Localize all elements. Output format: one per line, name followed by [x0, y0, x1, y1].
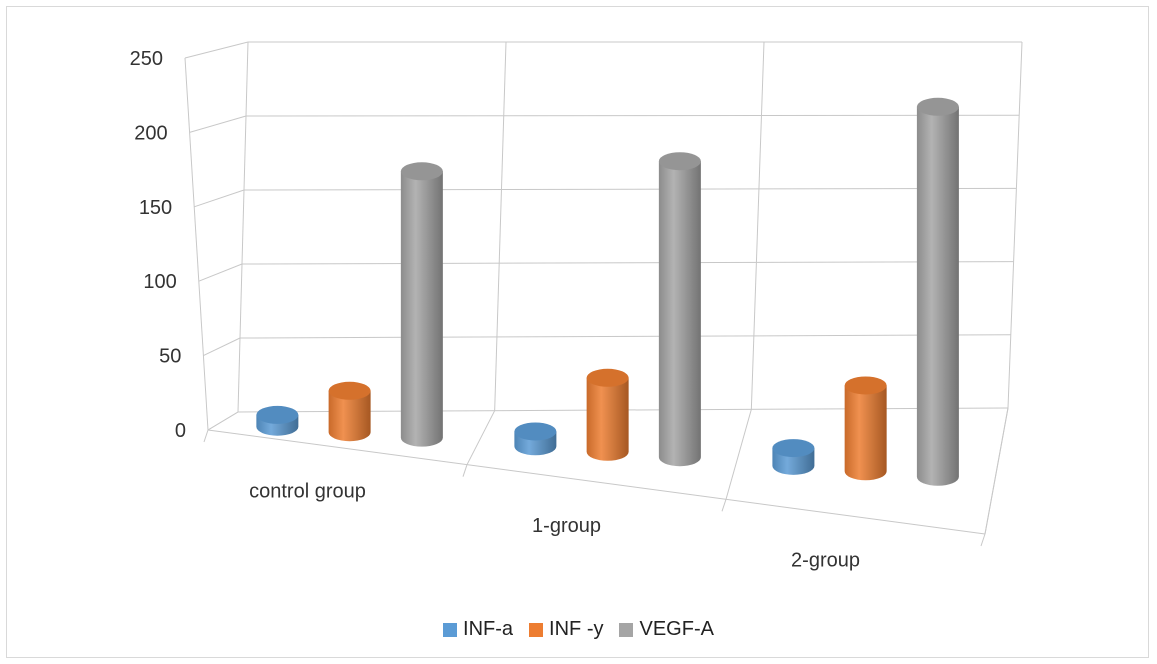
back-gridline	[239, 334, 1011, 339]
x-tick-label: control group	[249, 480, 366, 502]
bar-vegf-a-2	[916, 106, 959, 486]
bar-vegf-a-0	[400, 171, 443, 447]
side-gridline	[194, 189, 245, 208]
legend-label-inf-a: INF-a	[463, 618, 514, 640]
bar-top-vegf-a-2	[916, 97, 959, 116]
x-tick	[203, 429, 209, 443]
bar-top-inf-a-2	[772, 439, 815, 458]
back-gridline	[241, 261, 1014, 265]
floor-divider	[725, 409, 752, 500]
x-tick	[721, 499, 727, 512]
bar-top-vegf-a-1	[658, 152, 701, 171]
x-tick	[980, 533, 986, 547]
y-tick-label: 100	[143, 271, 176, 293]
y-tick-label: 250	[130, 48, 163, 70]
y-tick-label: 0	[175, 420, 186, 442]
back-vertical-line	[750, 41, 765, 410]
back-gridline	[243, 187, 1017, 191]
floor-divider	[466, 410, 496, 465]
x-tick-label: 2-group	[791, 550, 860, 572]
bar-top-vegf-a-0	[400, 162, 443, 181]
legend-item-inf-y: INF -y	[529, 618, 603, 641]
bar-top-inf-y-2	[844, 376, 887, 395]
bar-top-inf-y-0	[328, 381, 371, 400]
bar-top-inf-a-0	[256, 405, 299, 424]
legend-swatch-inf-y	[529, 622, 544, 637]
bar-vegf-a-1	[658, 161, 701, 467]
bar-top-inf-a-1	[514, 422, 557, 441]
legend-label-inf-y: INF -y	[549, 618, 604, 640]
bar-inf-y-2	[844, 385, 887, 481]
bar-inf-y-0	[328, 390, 371, 442]
floor-divider	[984, 407, 1009, 535]
x-tick	[462, 464, 468, 477]
bar-inf-y-1	[586, 377, 629, 461]
legend-label-vegf-a: VEGF-A	[639, 618, 714, 640]
x-tick-label: 1-group	[532, 515, 601, 537]
back-vertical-line	[1007, 41, 1023, 409]
side-gridline	[198, 263, 243, 282]
back-vertical-line	[237, 41, 249, 413]
side-gridline	[184, 41, 249, 59]
legend-item-inf-a: INF-a	[443, 618, 513, 641]
y-tick-label: 200	[134, 122, 167, 144]
left-wall-edge	[184, 57, 209, 431]
back-gridline	[245, 114, 1020, 117]
side-gridline	[203, 337, 241, 357]
y-tick-label: 150	[139, 197, 172, 219]
back-vertical-line	[494, 41, 507, 411]
bar-top-inf-y-1	[586, 368, 629, 387]
legend-swatch-vegf-a	[619, 622, 634, 637]
floor-divider	[207, 411, 239, 431]
legend-swatch-inf-a	[443, 622, 458, 637]
y-tick-label: 50	[159, 346, 181, 368]
legend-item-vegf-a: VEGF-A	[619, 618, 714, 641]
chart-legend: INF-a INF -y VEGF-A	[0, 618, 1157, 641]
side-gridline	[189, 115, 247, 133]
floor-front-edge	[207, 429, 986, 535]
